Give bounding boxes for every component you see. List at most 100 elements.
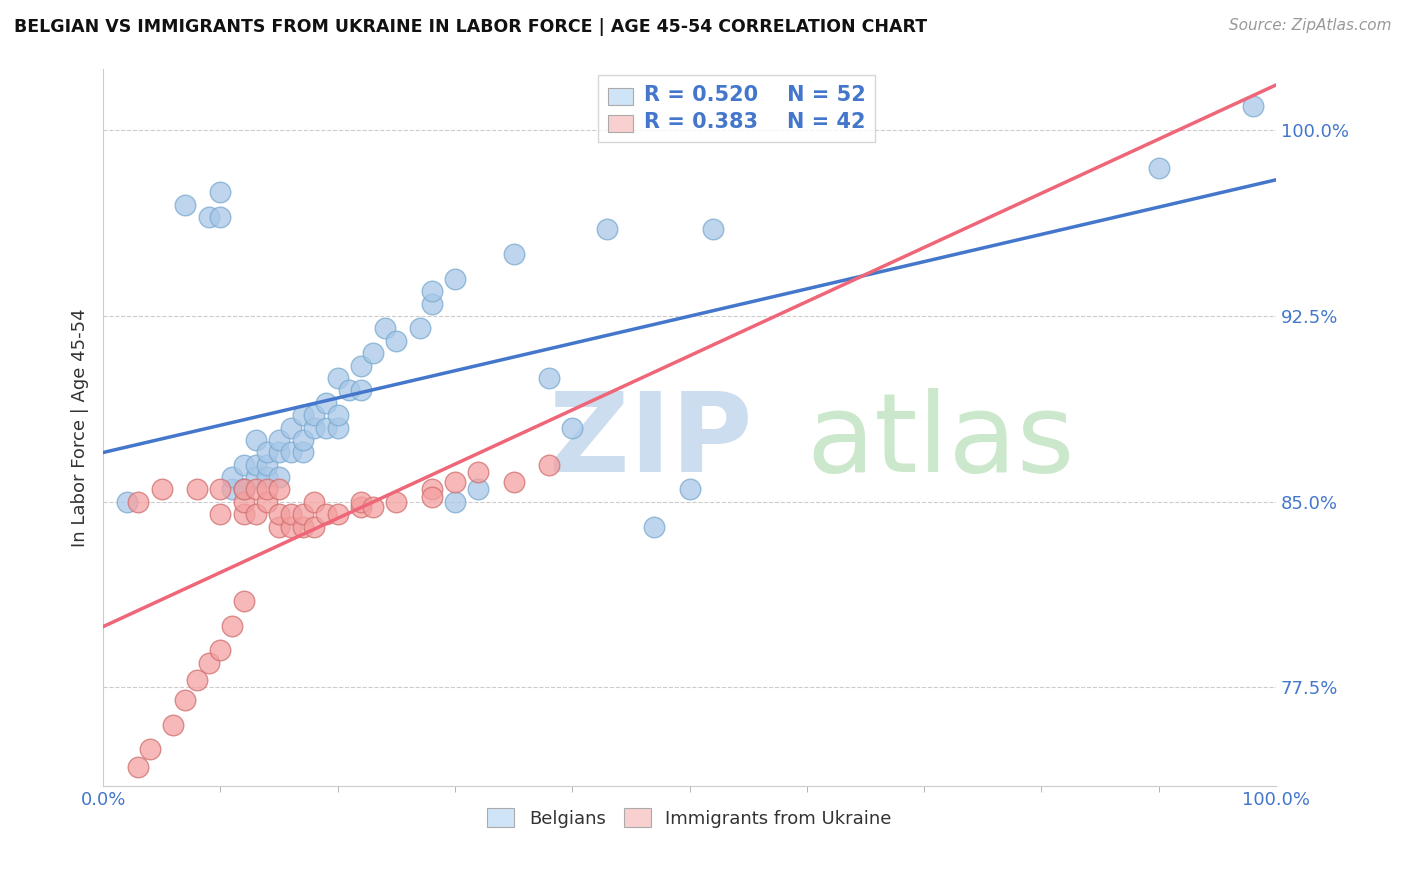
Point bbox=[150, 483, 173, 497]
Point bbox=[350, 500, 373, 514]
Text: atlas: atlas bbox=[807, 388, 1076, 495]
Point bbox=[209, 507, 232, 521]
Text: BELGIAN VS IMMIGRANTS FROM UKRAINE IN LABOR FORCE | AGE 45-54 CORRELATION CHART: BELGIAN VS IMMIGRANTS FROM UKRAINE IN LA… bbox=[14, 18, 927, 36]
Point bbox=[339, 384, 361, 398]
Point bbox=[162, 717, 184, 731]
Point bbox=[302, 519, 325, 533]
Point bbox=[232, 495, 254, 509]
Point bbox=[245, 470, 267, 484]
Point bbox=[361, 500, 384, 514]
Point bbox=[232, 507, 254, 521]
Point bbox=[256, 470, 278, 484]
Point bbox=[643, 519, 665, 533]
Point bbox=[561, 420, 583, 434]
Point bbox=[385, 334, 408, 348]
Point bbox=[302, 495, 325, 509]
Point bbox=[280, 519, 302, 533]
Point bbox=[267, 483, 290, 497]
Point bbox=[267, 470, 290, 484]
Point bbox=[291, 519, 314, 533]
Point bbox=[256, 495, 278, 509]
Point bbox=[127, 760, 149, 774]
Point bbox=[350, 384, 373, 398]
Point bbox=[267, 433, 290, 447]
Point bbox=[232, 594, 254, 608]
Point bbox=[302, 420, 325, 434]
Point bbox=[232, 483, 254, 497]
Point bbox=[350, 359, 373, 373]
Point bbox=[444, 495, 467, 509]
Point bbox=[291, 507, 314, 521]
Legend: Belgians, Immigrants from Ukraine: Belgians, Immigrants from Ukraine bbox=[479, 801, 898, 835]
Point bbox=[537, 371, 560, 385]
Point bbox=[280, 420, 302, 434]
Point bbox=[245, 507, 267, 521]
Point bbox=[467, 465, 489, 479]
Point bbox=[280, 507, 302, 521]
Point bbox=[326, 507, 349, 521]
Point bbox=[221, 483, 243, 497]
Point bbox=[209, 643, 232, 657]
Point bbox=[115, 495, 138, 509]
Point bbox=[245, 483, 267, 497]
Point bbox=[256, 458, 278, 472]
Point bbox=[467, 483, 489, 497]
Point bbox=[315, 396, 337, 410]
Point bbox=[267, 519, 290, 533]
Point bbox=[315, 507, 337, 521]
Point bbox=[291, 445, 314, 459]
Point bbox=[502, 247, 524, 261]
Point bbox=[245, 433, 267, 447]
Point bbox=[186, 483, 208, 497]
Point bbox=[127, 495, 149, 509]
Point bbox=[232, 458, 254, 472]
Point bbox=[596, 222, 619, 236]
Point bbox=[232, 483, 254, 497]
Point bbox=[326, 408, 349, 422]
Point bbox=[374, 321, 396, 335]
Point bbox=[409, 321, 432, 335]
Point bbox=[221, 618, 243, 632]
Point bbox=[420, 490, 443, 504]
Point bbox=[291, 433, 314, 447]
Point bbox=[267, 445, 290, 459]
Point bbox=[221, 470, 243, 484]
Point bbox=[702, 222, 724, 236]
Point bbox=[420, 296, 443, 310]
Point bbox=[420, 285, 443, 299]
Point bbox=[197, 210, 219, 224]
Point bbox=[1147, 161, 1170, 175]
Point bbox=[256, 483, 278, 497]
Point bbox=[1241, 98, 1264, 112]
Point bbox=[444, 475, 467, 489]
Point bbox=[209, 483, 232, 497]
Point bbox=[197, 656, 219, 670]
Point bbox=[444, 272, 467, 286]
Point bbox=[502, 475, 524, 489]
Point bbox=[385, 495, 408, 509]
Point bbox=[326, 371, 349, 385]
Point bbox=[232, 483, 254, 497]
Point bbox=[361, 346, 384, 360]
Point bbox=[315, 420, 337, 434]
Point bbox=[326, 420, 349, 434]
Point bbox=[209, 210, 232, 224]
Point bbox=[209, 186, 232, 200]
Point bbox=[174, 197, 197, 211]
Point bbox=[291, 408, 314, 422]
Point bbox=[174, 693, 197, 707]
Point bbox=[537, 458, 560, 472]
Text: Source: ZipAtlas.com: Source: ZipAtlas.com bbox=[1229, 18, 1392, 33]
Point bbox=[245, 458, 267, 472]
Y-axis label: In Labor Force | Age 45-54: In Labor Force | Age 45-54 bbox=[72, 309, 89, 547]
Point bbox=[350, 495, 373, 509]
Point bbox=[678, 483, 700, 497]
Point bbox=[267, 507, 290, 521]
Point bbox=[280, 445, 302, 459]
Text: ZIP: ZIP bbox=[548, 388, 752, 495]
Point bbox=[302, 408, 325, 422]
Point bbox=[186, 673, 208, 687]
Point bbox=[256, 445, 278, 459]
Point bbox=[139, 742, 162, 756]
Point bbox=[420, 483, 443, 497]
